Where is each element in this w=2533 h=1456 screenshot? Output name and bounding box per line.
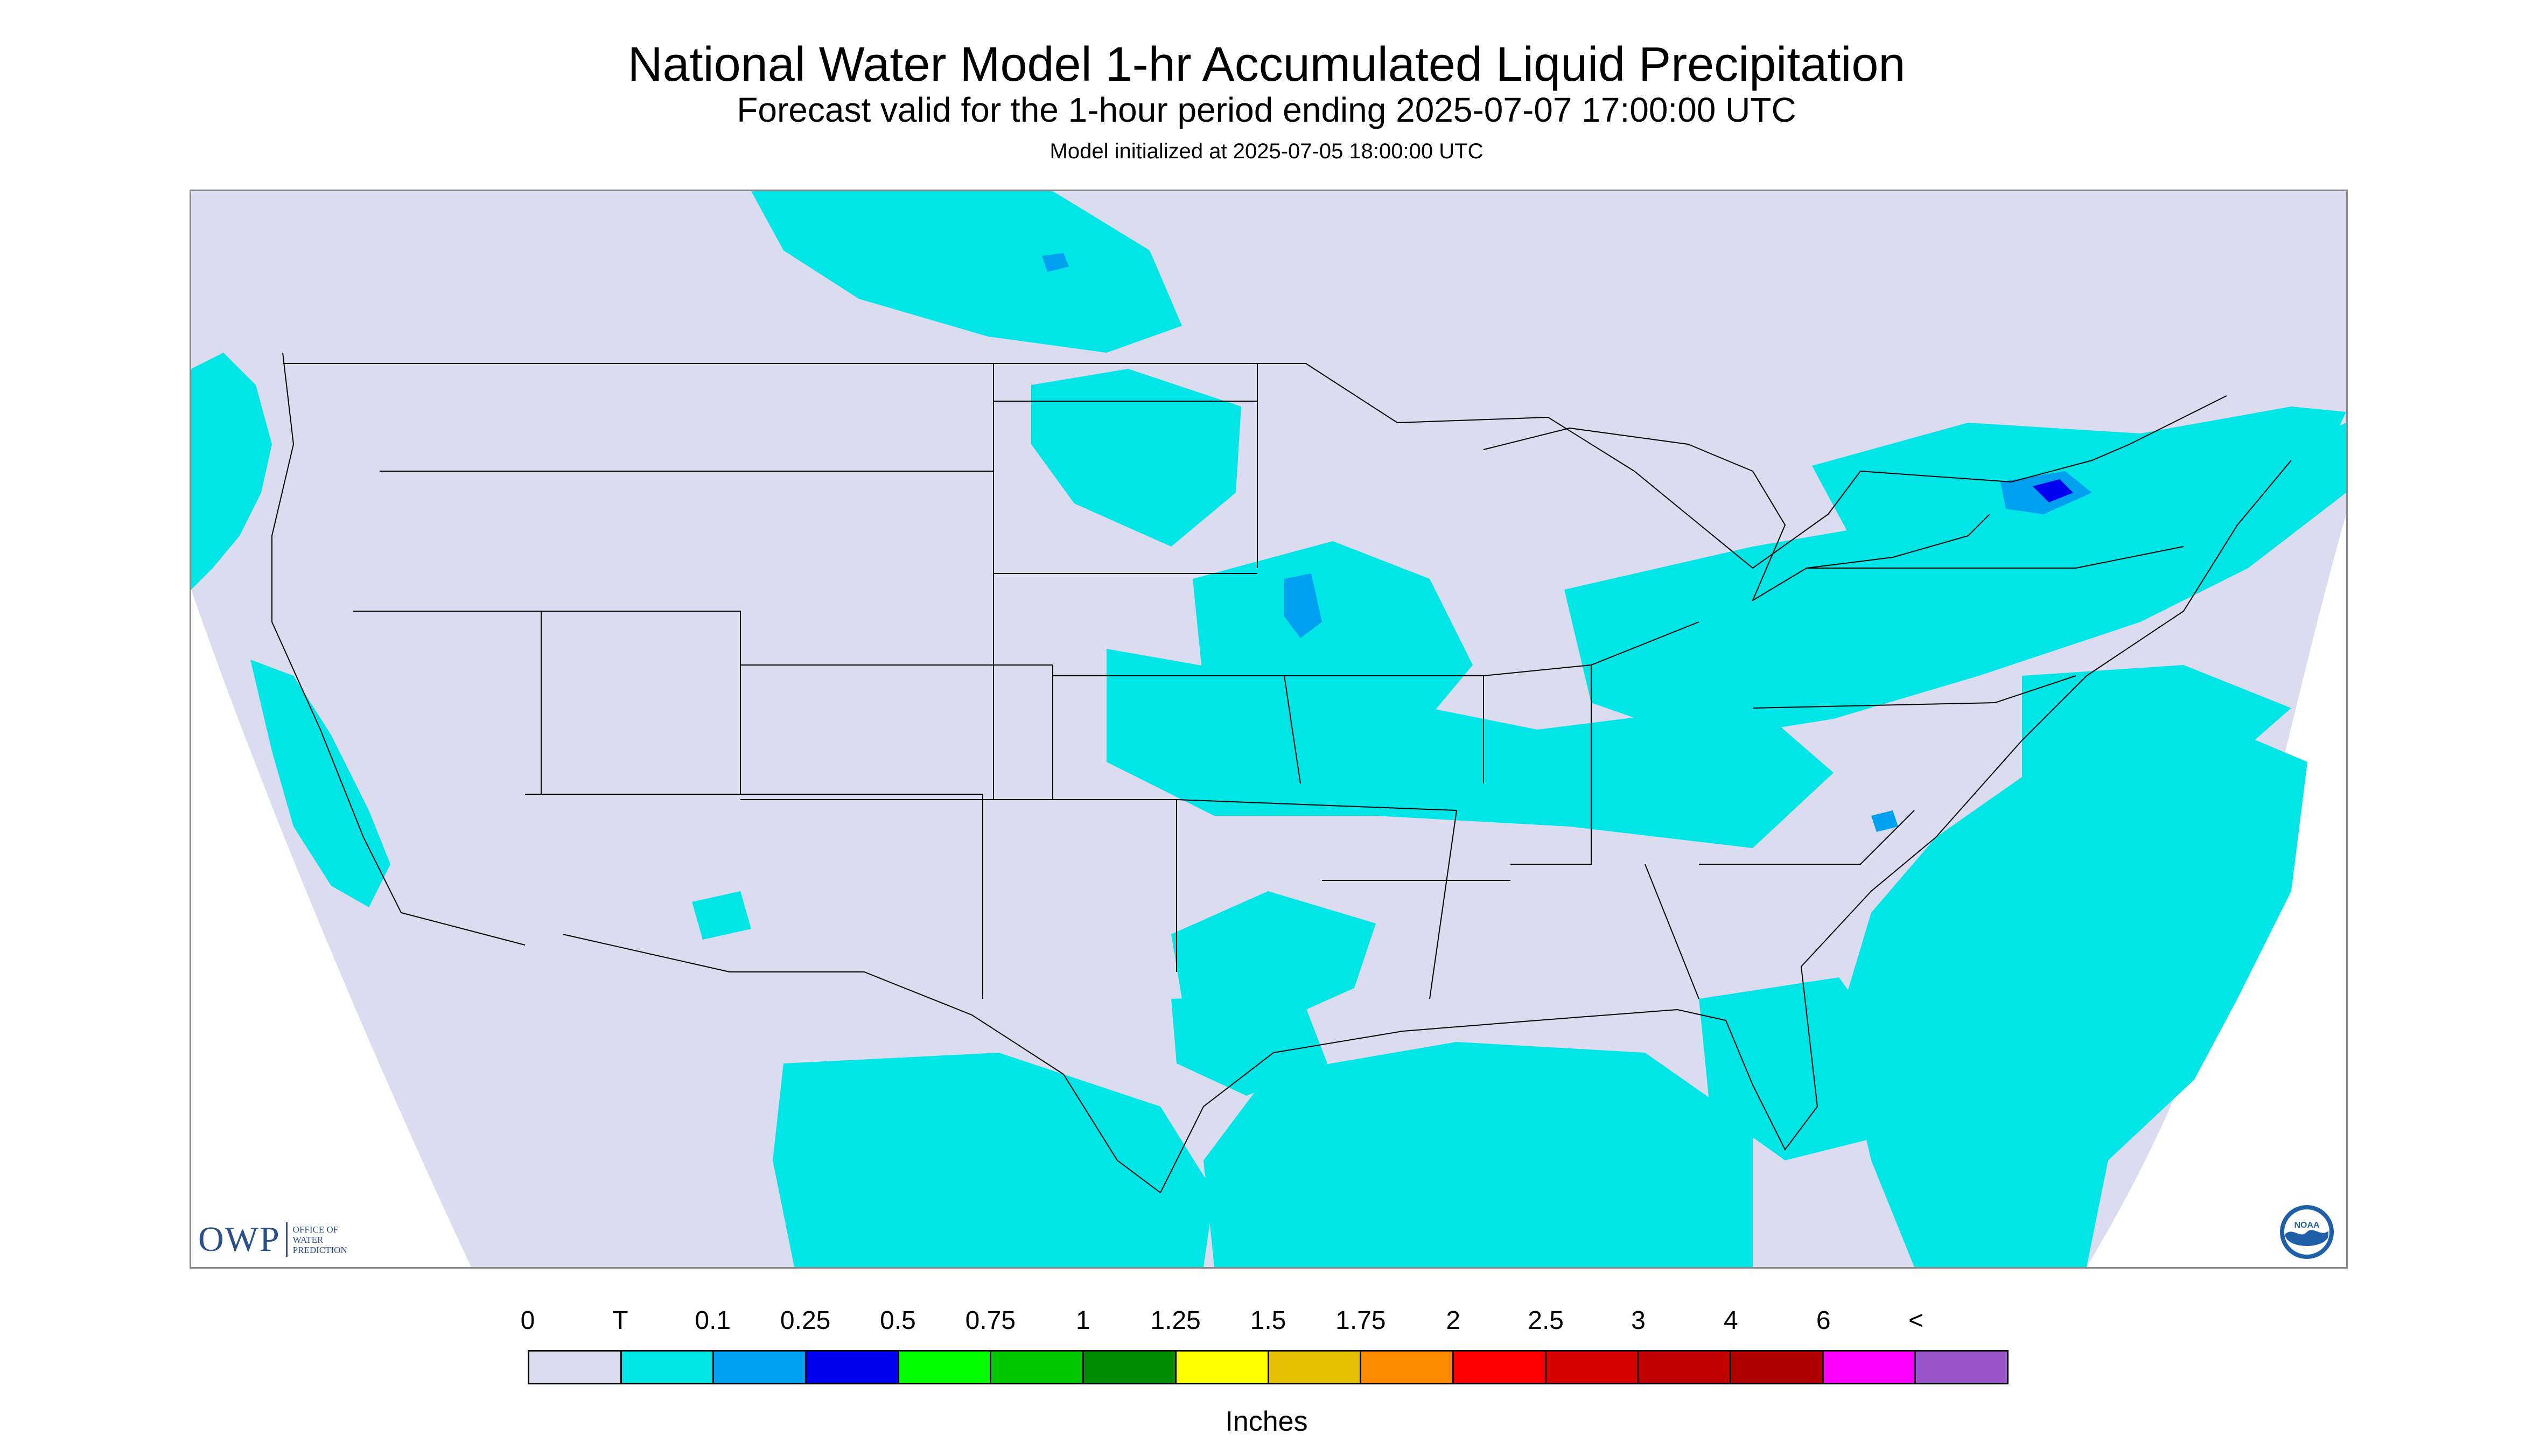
- legend-label: 4: [1724, 1306, 1738, 1335]
- pacific-coastline: [271, 352, 526, 946]
- legend-swatch: [1639, 1352, 1731, 1383]
- legend-colorbar: [528, 1350, 2009, 1384]
- precip-northern-plains: [1031, 369, 1241, 547]
- precip-light-iowa: [1284, 573, 1322, 638]
- legend-label: 0.5: [880, 1306, 916, 1335]
- legend-swatch: [1084, 1352, 1177, 1383]
- legend-label: 6: [1816, 1306, 1831, 1335]
- legend-swatch: [899, 1352, 992, 1383]
- legend-swatch: [714, 1352, 807, 1383]
- legend-swatch: [1176, 1352, 1269, 1383]
- precip-atlantic: [1839, 719, 2307, 1267]
- map-title: National Water Model 1-hr Accumulated Li…: [627, 38, 1906, 92]
- legend-label: 1.5: [1250, 1306, 1286, 1335]
- precipitation-map: [190, 190, 2348, 1269]
- noaa-logo-text: NOAA: [2294, 1221, 2320, 1230]
- legend-swatch: [1546, 1352, 1639, 1383]
- precip-trace-areas: [191, 191, 2346, 1267]
- us-mexico-border: [562, 934, 1161, 1193]
- owp-sub-line-1: OFFICE OF: [292, 1224, 339, 1235]
- legend-label: 0: [520, 1306, 535, 1335]
- precip-mexico: [773, 1053, 1214, 1267]
- owp-logo: OWP OFFICE OF WATER PREDICTION: [198, 1218, 347, 1261]
- model-init-line: Model initialized at 2025-07-05 18:00:00…: [1049, 139, 1484, 163]
- legend-swatch: [1916, 1352, 2007, 1383]
- legend-swatch: [1361, 1352, 1454, 1383]
- legend-label: 2.5: [1528, 1306, 1564, 1335]
- legend-swatch: [1269, 1352, 1362, 1383]
- owp-sub-line-2: WATER: [292, 1234, 324, 1245]
- forecast-valid-subtitle: Forecast valid for the 1-hour period end…: [737, 90, 1796, 129]
- owp-logo-divider: [285, 1222, 288, 1257]
- precip-central-plains-band: [1107, 649, 1834, 848]
- gulf-coastline: [1160, 460, 2292, 1193]
- precip-light-manitoba: [1042, 253, 1069, 272]
- boundaries: [271, 352, 2292, 1193]
- legend-swatch: [1823, 1352, 1916, 1383]
- precip-west-coast: [250, 660, 390, 907]
- legend-swatch: [1731, 1352, 1824, 1383]
- legend-label: 0.75: [965, 1306, 1016, 1335]
- precip-pacific-northwest: [191, 353, 272, 590]
- precip-southwest-spot: [692, 891, 751, 940]
- precip-texas-coast: [1171, 993, 1327, 1096]
- legend-swatch: [529, 1352, 622, 1383]
- legend-swatch: [1453, 1352, 1547, 1383]
- legend-label: 3: [1631, 1306, 1646, 1335]
- legend-units: Inches: [1225, 1406, 1308, 1437]
- state-lines-east: [1483, 546, 2184, 999]
- precip-moderate-areas: [2033, 479, 2073, 502]
- owp-logo-text: OWP: [198, 1220, 281, 1259]
- owp-sub-line-3: PREDICTION: [292, 1244, 347, 1255]
- legend-swatch: [991, 1352, 1084, 1383]
- legend-label: 0.1: [695, 1306, 731, 1335]
- legend-label: 1.75: [1335, 1306, 1386, 1335]
- precip-southeast-gulf: [1699, 977, 1893, 1160]
- legend-label: 1: [1075, 1306, 1090, 1335]
- precip-gulf-of-mexico: [1203, 1042, 1753, 1267]
- precip-texas: [1171, 891, 1376, 1031]
- noaa-logo: NOAA: [2280, 1205, 2334, 1259]
- precip-moderate-quebec: [2033, 479, 2073, 502]
- precip-light-virginia: [1871, 810, 1898, 832]
- legend-label: 2: [1446, 1306, 1461, 1335]
- us-canada-border: [283, 363, 2227, 569]
- legend-swatch: [621, 1352, 715, 1383]
- legend-label: 0.25: [780, 1306, 831, 1335]
- legend-label: <: [1908, 1306, 1924, 1335]
- owp-logo-subtext: OFFICE OF WATER PREDICTION: [293, 1224, 347, 1255]
- legend-labels: 0 T 0.1 0.25 0.5 0.75 1 1.25 1.5 1.75 2 2.5 3 4 6 <: [0, 1306, 2533, 1338]
- precip-southern-canada-prairies: [751, 191, 1182, 353]
- legend-label: T: [612, 1306, 628, 1335]
- great-lakes-outline: [1483, 427, 1990, 602]
- legend-label: 1.25: [1150, 1306, 1201, 1335]
- legend-swatch: [807, 1352, 899, 1383]
- precip-great-lakes-north: [1812, 407, 2346, 536]
